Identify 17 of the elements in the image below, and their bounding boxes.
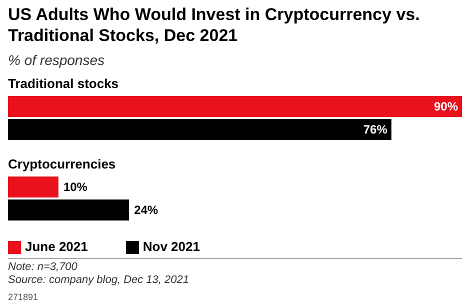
data-label: 90%: [434, 100, 458, 114]
source-note: Source: company blog, Dec 13, 2021: [8, 274, 190, 287]
bar: [8, 199, 130, 220]
text: Note: n=3,700: [8, 261, 78, 274]
bar: [8, 176, 58, 198]
data-label: 76%: [363, 122, 388, 136]
data-label: 24%: [134, 202, 158, 217]
data-label: 10%: [63, 180, 88, 194]
bar: [8, 119, 392, 140]
text: 271891: [8, 292, 38, 302]
legend-label: June 2021: [25, 238, 88, 254]
chart-subtitle: % of responses: [8, 52, 104, 68]
bar: [8, 96, 462, 117]
legend-label: Nov 2021: [142, 238, 200, 254]
y-tick-label: Traditional stocks: [8, 76, 119, 92]
y-tick-label: Cryptocurrencies: [8, 156, 116, 172]
chart-title: US Adults Who Would Invest in Cryptocurrency vs. Traditional Stocks, Dec 2021: [8, 4, 421, 46]
